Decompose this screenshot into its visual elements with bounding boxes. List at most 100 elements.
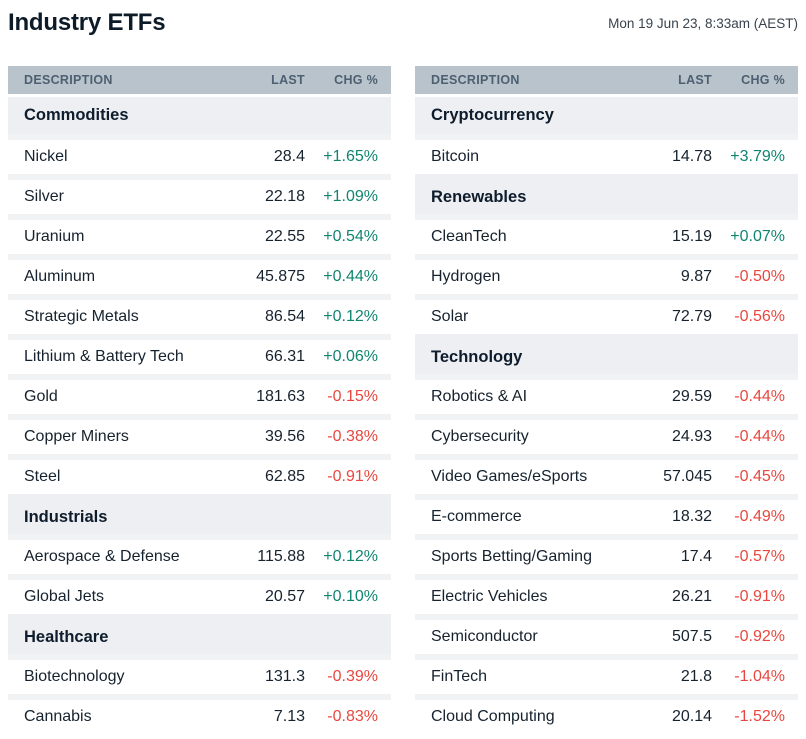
etf-description: CleanTech: [431, 228, 507, 245]
etf-description: Steel: [24, 468, 61, 485]
table-header-row: DESCRIPTION LAST CHG %: [8, 66, 391, 94]
table-row[interactable]: Biotechnology 131.3 -0.39%: [8, 654, 391, 694]
etf-last-price: 7.13: [273, 708, 305, 725]
category-row: Cryptocurrency: [415, 97, 798, 134]
etf-description: Cloud Computing: [431, 708, 555, 725]
etf-last-price: 17.4: [680, 548, 712, 565]
table-body: Cryptocurrency Bitcoin 14.78 +3.79% Rene…: [415, 97, 798, 734]
table-row[interactable]: Steel 62.85 -0.91%: [8, 454, 391, 494]
column-header-description: DESCRIPTION: [24, 73, 113, 87]
etf-description: FinTech: [431, 668, 488, 685]
etf-description: Biotechnology: [24, 668, 125, 685]
table-row[interactable]: Cannabis 7.13 -0.83%: [8, 694, 391, 734]
table-row[interactable]: Electric Vehicles 26.21 -0.91%: [415, 574, 798, 614]
table-row[interactable]: Gold 181.63 -0.15%: [8, 374, 391, 414]
etf-description: Copper Miners: [24, 428, 129, 445]
etf-description: Electric Vehicles: [431, 588, 548, 605]
etf-last-price: 181.63: [256, 388, 305, 405]
etf-change-percent: +0.54%: [323, 228, 378, 245]
category-row: Commodities: [8, 97, 391, 134]
table-row[interactable]: Robotics & AI 29.59 -0.44%: [415, 374, 798, 414]
etf-description: E-commerce: [431, 508, 522, 525]
table-row[interactable]: Lithium & Battery Tech 66.31 +0.06%: [8, 334, 391, 374]
etf-last-price: 39.56: [264, 428, 305, 445]
table-row[interactable]: Aerospace & Defense 115.88 +0.12%: [8, 534, 391, 574]
column-header-description: DESCRIPTION: [431, 73, 520, 87]
category-row: Healthcare: [8, 614, 391, 654]
etf-change-percent: +0.12%: [323, 548, 378, 565]
etf-last-price: 45.875: [256, 268, 305, 285]
page-title: Industry ETFs: [8, 9, 166, 36]
etf-last-price: 29.59: [671, 388, 712, 405]
etf-description: Gold: [24, 388, 58, 405]
category-label: Renewables: [431, 187, 527, 206]
etf-change-percent: -0.57%: [734, 548, 785, 565]
category-label: Cryptocurrency: [431, 106, 554, 124]
etf-description: Nickel: [24, 148, 68, 165]
table-row[interactable]: Bitcoin 14.78 +3.79%: [415, 134, 798, 174]
table-row[interactable]: FinTech 21.8 -1.04%: [415, 654, 798, 694]
etf-change-percent: -0.15%: [327, 388, 378, 405]
category-row: Technology: [415, 334, 798, 374]
table-row[interactable]: Solar 72.79 -0.56%: [415, 294, 798, 334]
column-header-chg: CHG %: [334, 73, 378, 87]
table-row[interactable]: Cybersecurity 24.93 -0.44%: [415, 414, 798, 454]
etf-last-price: 14.78: [671, 148, 712, 165]
table-row[interactable]: Aluminum 45.875 +0.44%: [8, 254, 391, 294]
etf-last-price: 20.14: [671, 708, 712, 725]
table-row[interactable]: Semiconductor 507.5 -0.92%: [415, 614, 798, 654]
etf-last-price: 86.54: [264, 308, 305, 325]
etf-change-percent: -0.91%: [734, 588, 785, 605]
etf-change-percent: -0.83%: [327, 708, 378, 725]
etf-last-price: 72.79: [671, 308, 712, 325]
etf-last-price: 20.57: [264, 588, 305, 605]
etf-last-price: 21.8: [680, 668, 712, 685]
etf-change-percent: -0.56%: [734, 308, 785, 325]
table-row[interactable]: CleanTech 15.19 +0.07%: [415, 214, 798, 254]
etf-last-price: 22.18: [264, 188, 305, 205]
etf-description: Bitcoin: [431, 148, 480, 165]
etf-change-percent: -0.39%: [327, 668, 378, 685]
etf-change-percent: -0.50%: [734, 268, 785, 285]
category-label: Healthcare: [24, 627, 109, 646]
table-row[interactable]: Uranium 22.55 +0.54%: [8, 214, 391, 254]
etf-change-percent: +3.79%: [730, 148, 785, 165]
etf-description: Robotics & AI: [431, 388, 528, 405]
etf-last-price: 66.31: [264, 348, 305, 365]
etf-last-price: 115.88: [257, 548, 305, 565]
category-row: Industrials: [8, 494, 391, 534]
etf-description: Hydrogen: [431, 268, 501, 285]
etf-last-price: 22.55: [264, 228, 305, 245]
table-row[interactable]: Video Games/eSports 57.045 -0.45%: [415, 454, 798, 494]
etf-change-percent: -0.92%: [734, 628, 785, 645]
table-row[interactable]: Sports Betting/Gaming 17.4 -0.57%: [415, 534, 798, 574]
etf-change-percent: -0.44%: [734, 388, 785, 405]
table-row[interactable]: Global Jets 20.57 +0.10%: [8, 574, 391, 614]
etf-description: Semiconductor: [431, 628, 538, 645]
etf-change-percent: +0.12%: [323, 308, 378, 325]
table-row[interactable]: Silver 22.18 +1.09%: [8, 174, 391, 214]
table-row[interactable]: Cloud Computing 20.14 -1.52%: [415, 694, 798, 734]
etf-last-price: 24.93: [671, 428, 712, 445]
table-row[interactable]: Strategic Metals 86.54 +0.12%: [8, 294, 391, 334]
etf-description: Uranium: [24, 228, 85, 245]
category-label: Commodities: [24, 106, 129, 124]
etf-change-percent: +1.09%: [323, 188, 378, 205]
table-row[interactable]: Hydrogen 9.87 -0.50%: [415, 254, 798, 294]
etf-description: Global Jets: [24, 588, 105, 605]
etf-last-price: 9.87: [680, 268, 712, 285]
etf-description: Aluminum: [24, 268, 96, 285]
etf-last-price: 507.5: [671, 628, 712, 645]
etf-change-percent: +0.44%: [323, 268, 378, 285]
table-row[interactable]: Nickel 28.4 +1.65%: [8, 134, 391, 174]
etf-description: Sports Betting/Gaming: [431, 548, 592, 565]
table-row[interactable]: Copper Miners 39.56 -0.38%: [8, 414, 391, 454]
category-label: Industrials: [24, 507, 108, 526]
etf-change-percent: +0.10%: [323, 588, 378, 605]
table-row[interactable]: E-commerce 18.32 -0.49%: [415, 494, 798, 534]
widget-header: Industry ETFs Mon 19 Jun 23, 8:33am (AES…: [0, 0, 806, 66]
etf-last-price: 131.3: [264, 668, 305, 685]
column-header-last: LAST: [678, 73, 712, 87]
etf-description: Cannabis: [24, 708, 92, 725]
etf-change-percent: +0.07%: [730, 228, 785, 245]
